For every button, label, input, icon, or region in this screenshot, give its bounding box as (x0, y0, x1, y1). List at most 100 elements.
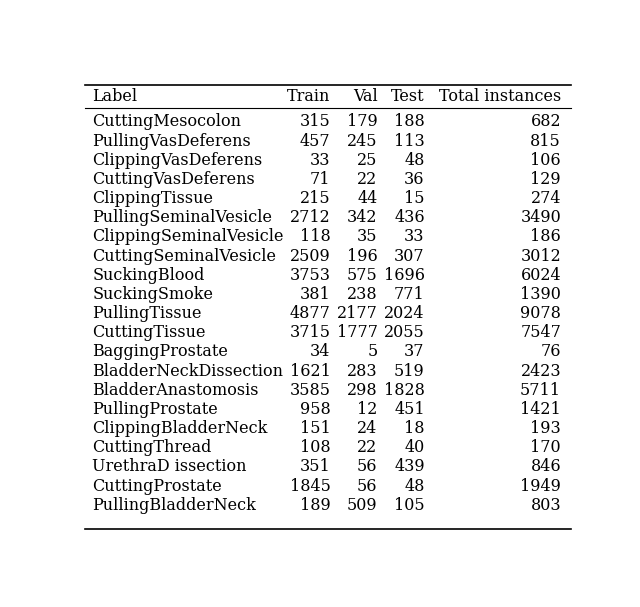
Text: 71: 71 (310, 171, 330, 188)
Text: 4877: 4877 (290, 305, 330, 322)
Text: 1949: 1949 (520, 478, 561, 495)
Text: 451: 451 (394, 401, 425, 418)
Text: CuttingSeminalVesicle: CuttingSeminalVesicle (92, 248, 276, 265)
Text: 5: 5 (367, 344, 378, 361)
Text: CuttingThread: CuttingThread (92, 439, 212, 456)
Text: 105: 105 (394, 497, 425, 514)
Text: 22: 22 (357, 439, 378, 456)
Text: 34: 34 (310, 344, 330, 361)
Text: 2024: 2024 (384, 305, 425, 322)
Text: 815: 815 (531, 132, 561, 149)
Text: 25: 25 (357, 152, 378, 169)
Text: PullingSeminalVesicle: PullingSeminalVesicle (92, 209, 273, 226)
Text: 33: 33 (404, 228, 425, 245)
Text: 118: 118 (300, 228, 330, 245)
Text: 12: 12 (357, 401, 378, 418)
Text: Train: Train (287, 87, 330, 105)
Text: 33: 33 (310, 152, 330, 169)
Text: 682: 682 (531, 114, 561, 131)
Text: 35: 35 (357, 228, 378, 245)
Text: 179: 179 (347, 114, 378, 131)
Text: ClippingBladderNeck: ClippingBladderNeck (92, 420, 268, 437)
Text: 2055: 2055 (384, 324, 425, 341)
Text: 108: 108 (300, 439, 330, 456)
Text: 298: 298 (347, 382, 378, 399)
Text: 238: 238 (347, 286, 378, 303)
Text: PullingBladderNeck: PullingBladderNeck (92, 497, 256, 514)
Text: 439: 439 (394, 458, 425, 475)
Text: BladderNeckDissection: BladderNeckDissection (92, 362, 284, 379)
Text: 245: 245 (347, 132, 378, 149)
Text: 3490: 3490 (520, 209, 561, 226)
Text: 274: 274 (531, 190, 561, 207)
Text: 381: 381 (300, 286, 330, 303)
Text: 3585: 3585 (289, 382, 330, 399)
Text: 1621: 1621 (290, 362, 330, 379)
Text: 18: 18 (404, 420, 425, 437)
Text: 342: 342 (347, 209, 378, 226)
Text: CuttingProstate: CuttingProstate (92, 478, 222, 495)
Text: ClippingVasDeferens: ClippingVasDeferens (92, 152, 262, 169)
Text: 846: 846 (531, 458, 561, 475)
Text: 170: 170 (531, 439, 561, 456)
Text: BladderAnastomosis: BladderAnastomosis (92, 382, 259, 399)
Text: 575: 575 (347, 266, 378, 283)
Text: 22: 22 (357, 171, 378, 188)
Text: SuckingBlood: SuckingBlood (92, 266, 205, 283)
Text: 48: 48 (404, 152, 425, 169)
Text: ClippingTissue: ClippingTissue (92, 190, 213, 207)
Text: PullingVasDeferens: PullingVasDeferens (92, 132, 251, 149)
Text: ClippingSeminalVesicle: ClippingSeminalVesicle (92, 228, 284, 245)
Text: 189: 189 (300, 497, 330, 514)
Text: BaggingProstate: BaggingProstate (92, 344, 228, 361)
Text: 1696: 1696 (384, 266, 425, 283)
Text: 76: 76 (541, 344, 561, 361)
Text: 193: 193 (531, 420, 561, 437)
Text: 351: 351 (300, 458, 330, 475)
Text: 436: 436 (394, 209, 425, 226)
Text: 2509: 2509 (290, 248, 330, 265)
Text: SuckingSmoke: SuckingSmoke (92, 286, 213, 303)
Text: 771: 771 (394, 286, 425, 303)
Text: 56: 56 (357, 458, 378, 475)
Text: 151: 151 (300, 420, 330, 437)
Text: 307: 307 (394, 248, 425, 265)
Text: 196: 196 (347, 248, 378, 265)
Text: 9078: 9078 (520, 305, 561, 322)
Text: Val: Val (353, 87, 378, 105)
Text: 5711: 5711 (520, 382, 561, 399)
Text: 3715: 3715 (289, 324, 330, 341)
Text: 958: 958 (300, 401, 330, 418)
Text: 283: 283 (347, 362, 378, 379)
Text: 36: 36 (404, 171, 425, 188)
Text: 3753: 3753 (289, 266, 330, 283)
Text: 113: 113 (394, 132, 425, 149)
Text: 7547: 7547 (520, 324, 561, 341)
Text: 1828: 1828 (384, 382, 425, 399)
Text: 519: 519 (394, 362, 425, 379)
Text: CuttingTissue: CuttingTissue (92, 324, 206, 341)
Text: 1777: 1777 (337, 324, 378, 341)
Text: PullingProstate: PullingProstate (92, 401, 218, 418)
Text: 457: 457 (300, 132, 330, 149)
Text: 2423: 2423 (520, 362, 561, 379)
Text: 803: 803 (531, 497, 561, 514)
Text: 3012: 3012 (520, 248, 561, 265)
Text: CuttingMesocolon: CuttingMesocolon (92, 114, 241, 131)
Text: 1421: 1421 (520, 401, 561, 418)
Text: 509: 509 (347, 497, 378, 514)
Text: 15: 15 (404, 190, 425, 207)
Text: 2177: 2177 (337, 305, 378, 322)
Text: 1390: 1390 (520, 286, 561, 303)
Text: UrethraD issection: UrethraD issection (92, 458, 247, 475)
Text: 48: 48 (404, 478, 425, 495)
Text: 1845: 1845 (290, 478, 330, 495)
Text: 6024: 6024 (520, 266, 561, 283)
Text: 24: 24 (357, 420, 378, 437)
Text: 37: 37 (404, 344, 425, 361)
Text: 186: 186 (531, 228, 561, 245)
Text: 2712: 2712 (290, 209, 330, 226)
Text: 129: 129 (531, 171, 561, 188)
Text: Total instances: Total instances (439, 87, 561, 105)
Text: Test: Test (391, 87, 425, 105)
